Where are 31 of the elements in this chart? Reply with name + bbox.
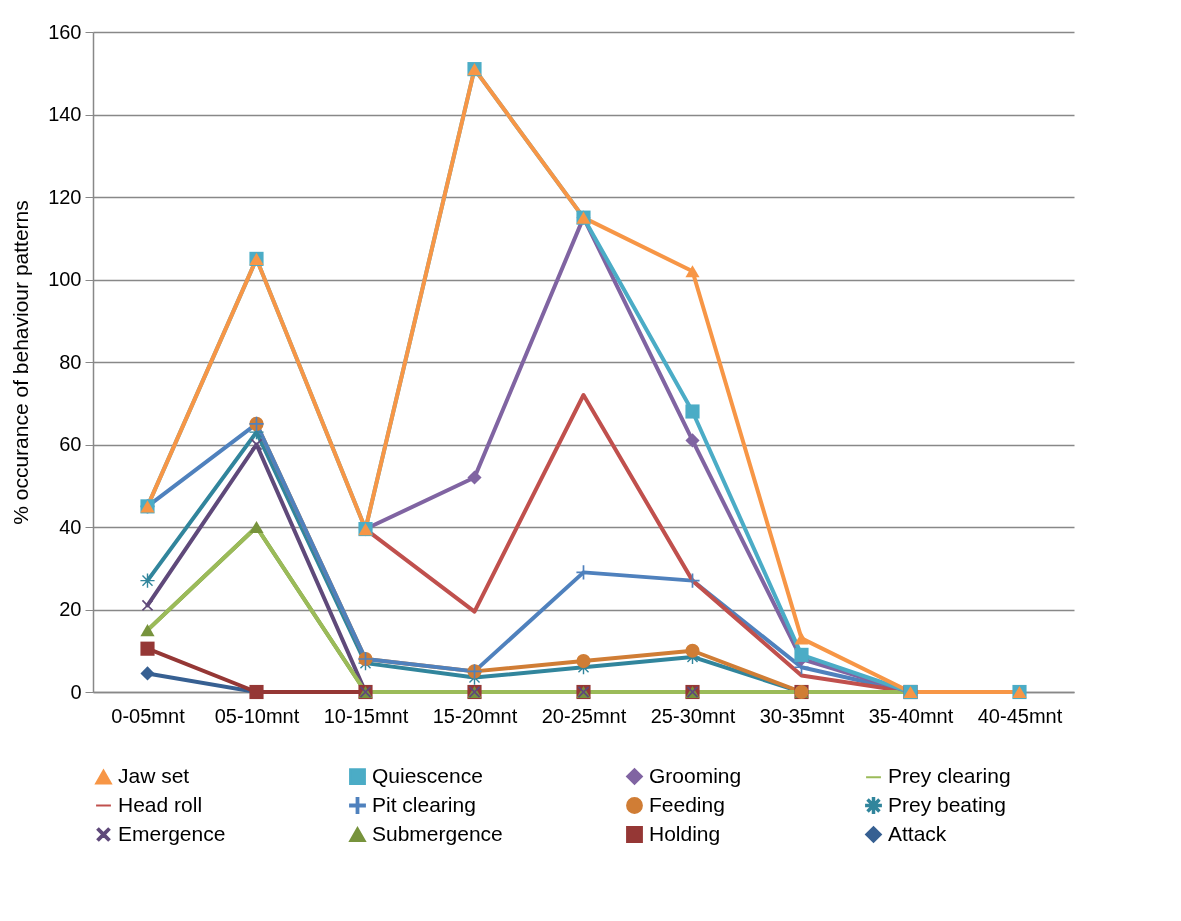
legend-label: Feeding xyxy=(649,792,725,816)
x-tick-label: 30-35mnt xyxy=(759,704,845,727)
x-tick-label: 25-30mnt xyxy=(650,704,736,727)
x-tick-label: 15-20mnt xyxy=(432,704,518,727)
legend-label: Submergence xyxy=(372,821,503,845)
legend-label: Holding xyxy=(649,821,721,845)
x-tick-label: 10-15mnt xyxy=(323,704,409,727)
y-axis-title: % occurance of behaviour patterns xyxy=(9,200,33,525)
legend-label: Quiescence xyxy=(372,763,483,787)
legend-label: Head roll xyxy=(118,792,203,816)
x-tick-label: 0-05mnt xyxy=(111,704,186,727)
y-tick-label: 140 xyxy=(48,103,82,125)
legend-label: Jaw set xyxy=(118,764,190,788)
legend-label: Prey clearing xyxy=(888,764,1011,788)
y-tick-label: 60 xyxy=(59,433,82,455)
y-tick-label: 160 xyxy=(48,20,82,43)
legend-label: Grooming xyxy=(649,763,742,787)
x-tick-label: 35-40mnt xyxy=(868,704,954,727)
y-tick-label: 20 xyxy=(59,598,82,620)
x-tick-label: 05-10mnt xyxy=(214,704,300,727)
y-tick-label: 120 xyxy=(48,185,82,208)
legend-label: Attack xyxy=(888,821,947,845)
y-tick-label: 100 xyxy=(48,268,82,290)
legend-label: Prey beating xyxy=(888,792,1006,816)
x-tick-label: 20-25mnt xyxy=(541,704,627,727)
legend-label: Pit clearing xyxy=(372,792,476,816)
legend-label: Emergence xyxy=(118,821,226,845)
y-tick-label: 80 xyxy=(59,350,82,373)
x-tick-label: 40-45mnt xyxy=(977,704,1063,727)
y-tick-label: 0 xyxy=(70,680,82,703)
y-tick-label: 40 xyxy=(59,515,82,538)
